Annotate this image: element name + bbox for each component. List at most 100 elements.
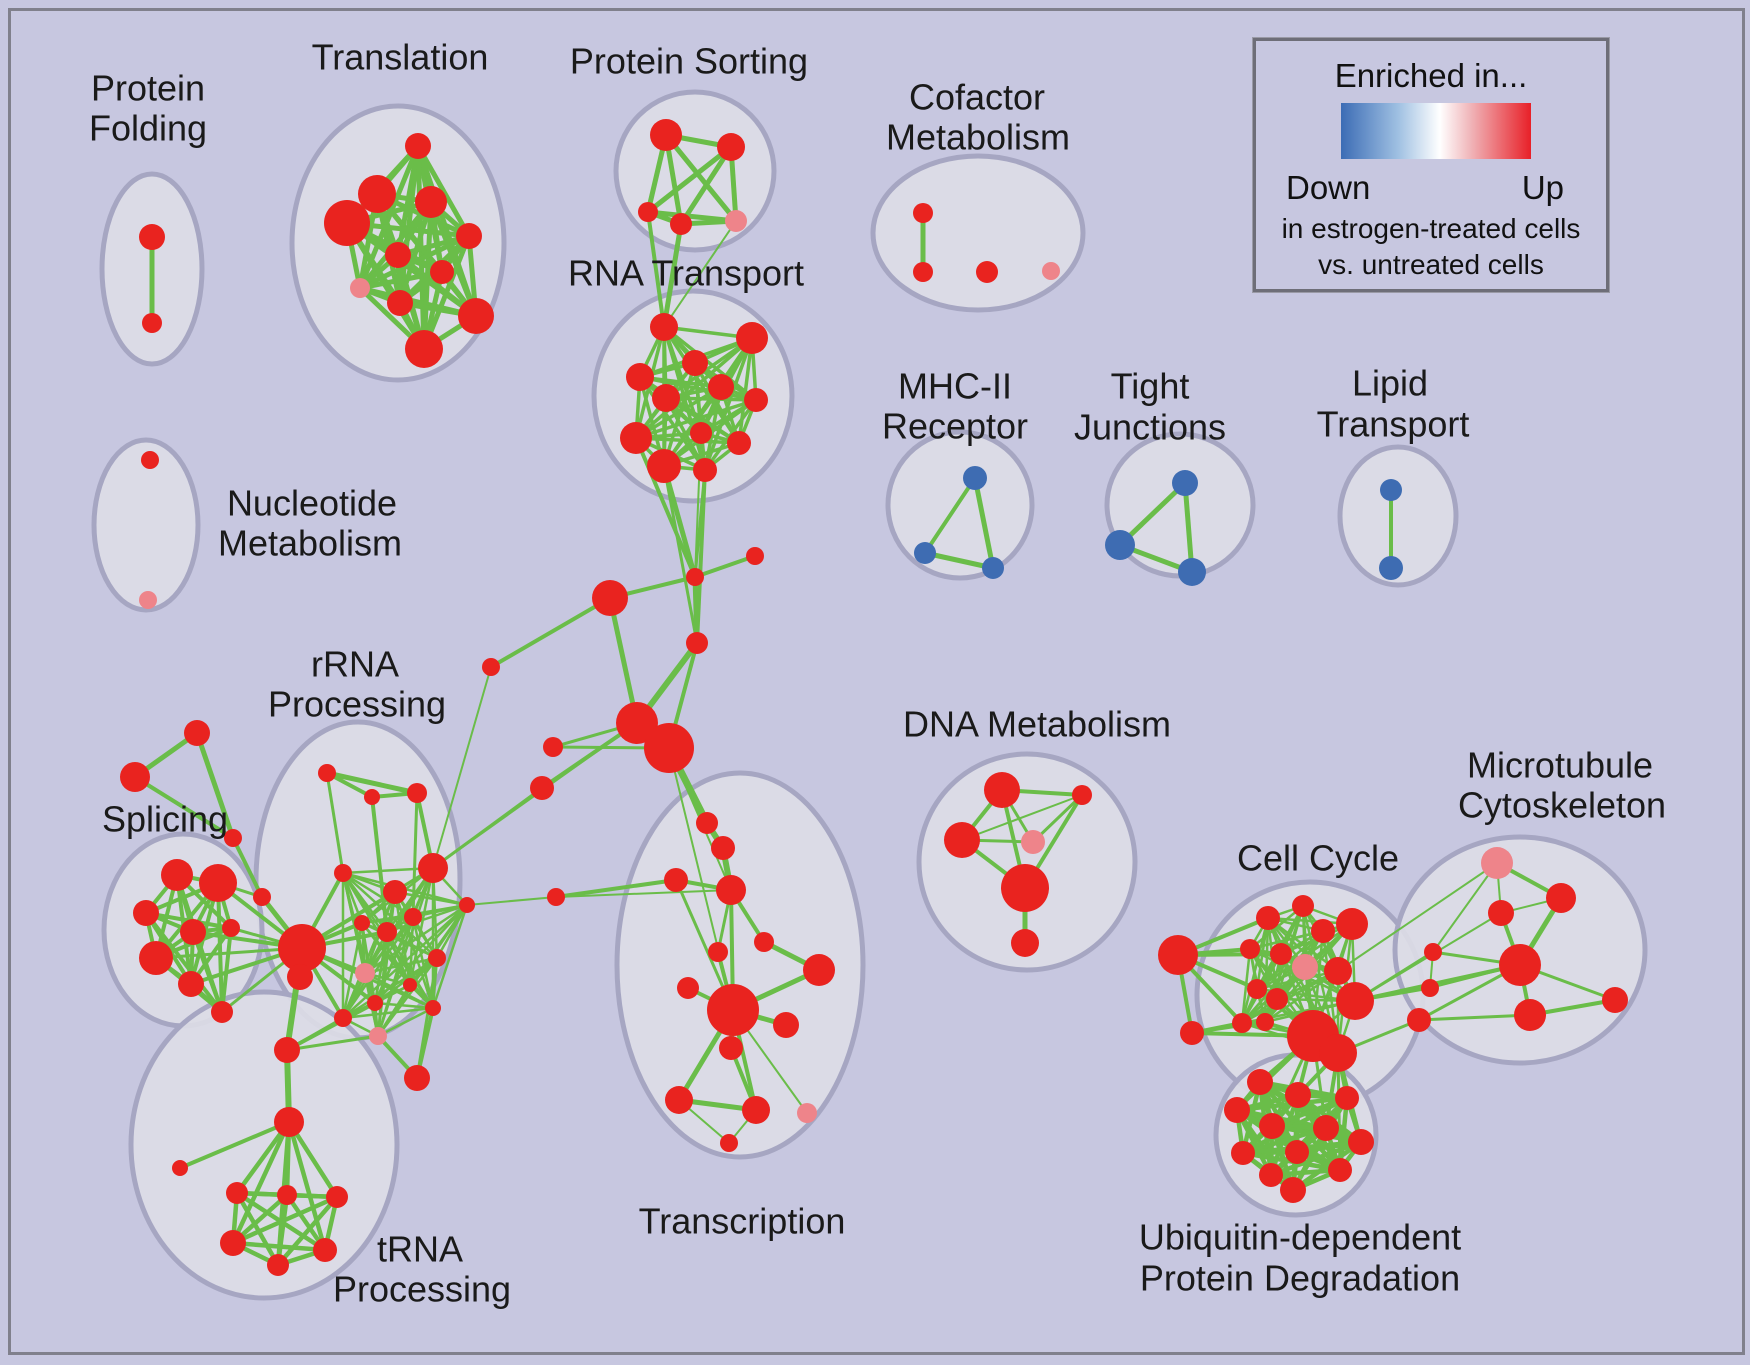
gene-set-node-tx7[interactable] bbox=[803, 954, 835, 986]
gene-set-node-rr8[interactable] bbox=[354, 915, 370, 931]
gene-set-node-dn6[interactable] bbox=[1011, 929, 1039, 957]
gene-set-node-tx4[interactable] bbox=[716, 875, 746, 905]
gene-set-node-tr3[interactable] bbox=[277, 1185, 297, 1205]
gene-set-node-rr11[interactable] bbox=[428, 949, 446, 967]
gene-set-node-tr4[interactable] bbox=[326, 1186, 348, 1208]
gene-set-node-rr12[interactable] bbox=[355, 963, 375, 983]
gene-set-node-pf2[interactable] bbox=[142, 313, 162, 333]
gene-set-node-sp3[interactable] bbox=[133, 900, 159, 926]
gene-set-node-tr7[interactable] bbox=[313, 1238, 337, 1262]
gene-set-node-cc4[interactable] bbox=[1311, 919, 1335, 943]
gene-set-node-rt11[interactable] bbox=[647, 449, 681, 483]
gene-set-node-st2[interactable] bbox=[120, 762, 150, 792]
gene-set-node-lt1[interactable] bbox=[1380, 479, 1402, 501]
gene-set-node-rr17[interactable] bbox=[334, 1009, 352, 1027]
gene-set-node-ub1[interactable] bbox=[1247, 1069, 1273, 1095]
gene-set-node-ch1[interactable] bbox=[686, 568, 704, 586]
gene-set-node-tl4[interactable] bbox=[324, 200, 370, 246]
gene-set-node-ex1[interactable] bbox=[482, 658, 500, 676]
gene-set-node-lt2[interactable] bbox=[1379, 556, 1403, 580]
gene-set-node-dn2[interactable] bbox=[1072, 785, 1092, 805]
gene-set-node-tx8[interactable] bbox=[677, 977, 699, 999]
gene-set-node-tj1[interactable] bbox=[1172, 470, 1198, 496]
gene-set-node-cc1[interactable] bbox=[1180, 1021, 1204, 1045]
gene-set-node-st4[interactable] bbox=[253, 888, 271, 906]
gene-set-node-mt8[interactable] bbox=[1514, 999, 1546, 1031]
gene-set-node-tl3[interactable] bbox=[415, 186, 447, 218]
gene-set-node-tx12[interactable] bbox=[665, 1086, 693, 1114]
gene-set-node-ub12[interactable] bbox=[1280, 1177, 1306, 1203]
gene-set-node-tl1[interactable] bbox=[405, 133, 431, 159]
gene-set-node-rt1[interactable] bbox=[650, 313, 678, 341]
gene-set-node-rr7[interactable] bbox=[383, 880, 407, 904]
gene-set-node-mt9[interactable] bbox=[1602, 987, 1628, 1013]
gene-set-node-dn4[interactable] bbox=[1021, 830, 1045, 854]
gene-set-node-tl8[interactable] bbox=[350, 278, 370, 298]
gene-set-node-cc8[interactable] bbox=[1292, 954, 1318, 980]
gene-set-node-rt4[interactable] bbox=[626, 363, 654, 391]
gene-set-node-cc9[interactable] bbox=[1324, 957, 1352, 985]
gene-set-node-ps1[interactable] bbox=[650, 119, 682, 151]
gene-set-node-rt12[interactable] bbox=[693, 458, 717, 482]
gene-set-node-ub2[interactable] bbox=[1285, 1082, 1311, 1108]
gene-set-node-ub8[interactable] bbox=[1285, 1140, 1309, 1164]
gene-set-node-ps2[interactable] bbox=[717, 133, 745, 161]
gene-set-node-mt7[interactable] bbox=[1407, 1008, 1431, 1032]
gene-set-node-tx3[interactable] bbox=[664, 868, 688, 892]
gene-set-node-rr2[interactable] bbox=[287, 964, 313, 990]
gene-set-node-tl2[interactable] bbox=[358, 175, 396, 213]
gene-set-node-rr15[interactable] bbox=[367, 995, 383, 1011]
gene-set-node-tl5[interactable] bbox=[456, 223, 482, 249]
gene-set-node-st1[interactable] bbox=[184, 720, 210, 746]
gene-set-node-cf2[interactable] bbox=[913, 262, 933, 282]
gene-set-node-cf3[interactable] bbox=[976, 261, 998, 283]
gene-set-node-ub6[interactable] bbox=[1313, 1115, 1339, 1141]
gene-set-node-cc12[interactable] bbox=[1232, 1013, 1252, 1033]
gene-set-node-tx15[interactable] bbox=[720, 1134, 738, 1152]
gene-set-node-rt10[interactable] bbox=[727, 431, 751, 455]
gene-set-node-ub11[interactable] bbox=[1328, 1158, 1352, 1182]
gene-set-node-rt8[interactable] bbox=[620, 422, 652, 454]
gene-set-node-mt2[interactable] bbox=[1546, 883, 1576, 913]
gene-set-node-rr13[interactable] bbox=[418, 853, 448, 883]
gene-set-node-cc3[interactable] bbox=[1292, 895, 1314, 917]
gene-set-node-rr9[interactable] bbox=[377, 922, 397, 942]
gene-set-node-tj2[interactable] bbox=[1105, 530, 1135, 560]
gene-set-node-sp8[interactable] bbox=[211, 1001, 233, 1023]
gene-set-node-tr1[interactable] bbox=[274, 1107, 304, 1137]
gene-set-node-nm2[interactable] bbox=[139, 591, 157, 609]
gene-set-node-tr5[interactable] bbox=[220, 1230, 246, 1256]
gene-set-node-tx11[interactable] bbox=[719, 1036, 743, 1060]
gene-set-node-rt6[interactable] bbox=[652, 384, 680, 412]
gene-set-node-tx1[interactable] bbox=[696, 812, 718, 834]
gene-set-node-rr5[interactable] bbox=[407, 783, 427, 803]
gene-set-node-ch8[interactable] bbox=[530, 776, 554, 800]
gene-set-node-ch5[interactable] bbox=[616, 702, 658, 744]
gene-set-node-tj3[interactable] bbox=[1178, 558, 1206, 586]
gene-set-node-tx14[interactable] bbox=[797, 1103, 817, 1123]
gene-set-node-tx10[interactable] bbox=[773, 1012, 799, 1038]
gene-set-node-ch7[interactable] bbox=[543, 737, 563, 757]
gene-set-node-ub3[interactable] bbox=[1224, 1097, 1250, 1123]
gene-set-node-cc2[interactable] bbox=[1256, 906, 1280, 930]
gene-set-node-tl9[interactable] bbox=[387, 290, 413, 316]
gene-set-node-ub4[interactable] bbox=[1335, 1086, 1359, 1110]
gene-set-node-mt1[interactable] bbox=[1481, 847, 1513, 879]
gene-set-node-cc0[interactable] bbox=[1158, 935, 1198, 975]
gene-set-node-tl7[interactable] bbox=[430, 260, 454, 284]
gene-set-node-rr16[interactable] bbox=[425, 1000, 441, 1016]
gene-set-node-rr14[interactable] bbox=[403, 978, 417, 992]
gene-set-node-cc5[interactable] bbox=[1336, 908, 1368, 940]
gene-set-node-ch2[interactable] bbox=[592, 580, 628, 616]
gene-set-node-mt3[interactable] bbox=[1488, 900, 1514, 926]
gene-set-node-dn1[interactable] bbox=[984, 772, 1020, 808]
gene-set-node-sp1[interactable] bbox=[161, 859, 193, 891]
gene-set-node-rr3[interactable] bbox=[318, 764, 336, 782]
gene-set-node-rr19[interactable] bbox=[459, 897, 475, 913]
gene-set-node-mh2[interactable] bbox=[914, 542, 936, 564]
gene-set-node-rt9[interactable] bbox=[690, 422, 712, 444]
gene-set-node-cf4[interactable] bbox=[1042, 262, 1060, 280]
gene-set-node-ub7[interactable] bbox=[1231, 1141, 1255, 1165]
gene-set-node-mt4[interactable] bbox=[1499, 944, 1541, 986]
gene-set-node-pf1[interactable] bbox=[139, 224, 165, 250]
